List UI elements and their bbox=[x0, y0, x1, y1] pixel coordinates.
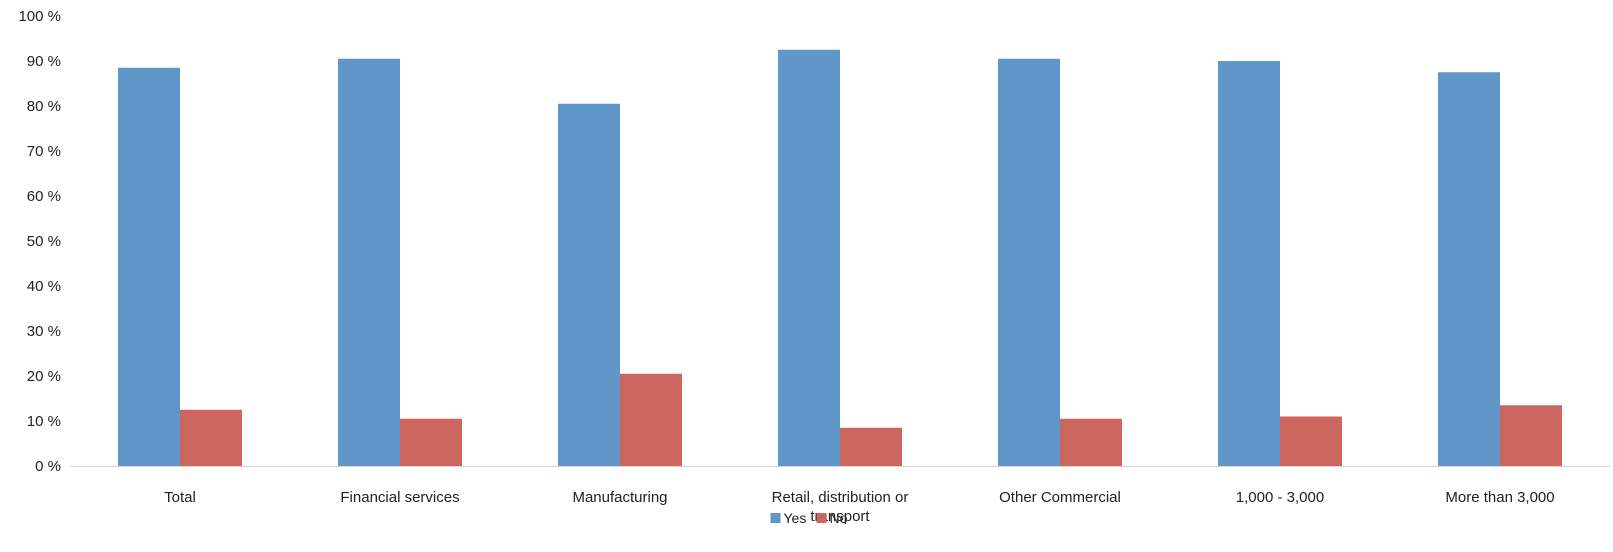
legend-item-no: No bbox=[816, 510, 848, 526]
x-tick-label: Total bbox=[164, 489, 196, 506]
y-tick-label: 50 % bbox=[27, 233, 61, 250]
legend: Yes No bbox=[770, 510, 848, 526]
y-tick-label: 0 % bbox=[35, 458, 61, 475]
bars bbox=[118, 49, 1562, 466]
bar-yes-6 bbox=[1438, 72, 1500, 466]
bar-no-3 bbox=[840, 427, 902, 466]
y-tick-label: 20 % bbox=[27, 368, 61, 385]
y-tick-label: 30 % bbox=[27, 323, 61, 340]
y-tick-label: 90 % bbox=[27, 53, 61, 70]
bar-yes-4 bbox=[998, 58, 1060, 466]
y-tick-label: 40 % bbox=[27, 278, 61, 295]
x-tick-label: Financial services bbox=[340, 489, 459, 506]
legend-label: No bbox=[830, 510, 848, 526]
x-tick-label: Manufacturing bbox=[572, 489, 667, 506]
bar-no-2 bbox=[620, 373, 682, 466]
bar-no-4 bbox=[1060, 418, 1122, 466]
y-tick-label: 60 % bbox=[27, 188, 61, 205]
bar-yes-2 bbox=[558, 103, 620, 466]
y-tick-label: 100 % bbox=[18, 8, 61, 25]
legend-swatch bbox=[770, 513, 781, 523]
bar-no-5 bbox=[1280, 416, 1342, 466]
y-tick-label: 80 % bbox=[27, 98, 61, 115]
y-axis: 0 % 10 % 20 % 30 % 40 % 50 % 60 % 70 % 80 % 90 % 1… bbox=[18, 8, 61, 475]
x-axis: Total Financial services Manufacturing Reta… bbox=[70, 466, 1610, 525]
bar-no-0 bbox=[180, 409, 242, 466]
bar-yes-3 bbox=[778, 49, 840, 466]
bar-yes-1 bbox=[338, 58, 400, 466]
legend-swatch bbox=[816, 513, 827, 523]
legend-label: Yes bbox=[784, 510, 807, 526]
x-tick-label: Other Commercial bbox=[999, 489, 1121, 506]
bar-yes-0 bbox=[118, 67, 180, 466]
x-tick-label: More than 3,000 bbox=[1445, 489, 1554, 506]
bar-no-6 bbox=[1500, 405, 1562, 466]
y-tick-label: 70 % bbox=[27, 143, 61, 160]
bar-yes-5 bbox=[1218, 61, 1280, 466]
bar-no-1 bbox=[400, 418, 462, 466]
x-tick-label: 1,000 - 3,000 bbox=[1236, 489, 1324, 506]
y-tick-label: 10 % bbox=[27, 413, 61, 430]
legend-item-yes: Yes bbox=[770, 510, 807, 526]
